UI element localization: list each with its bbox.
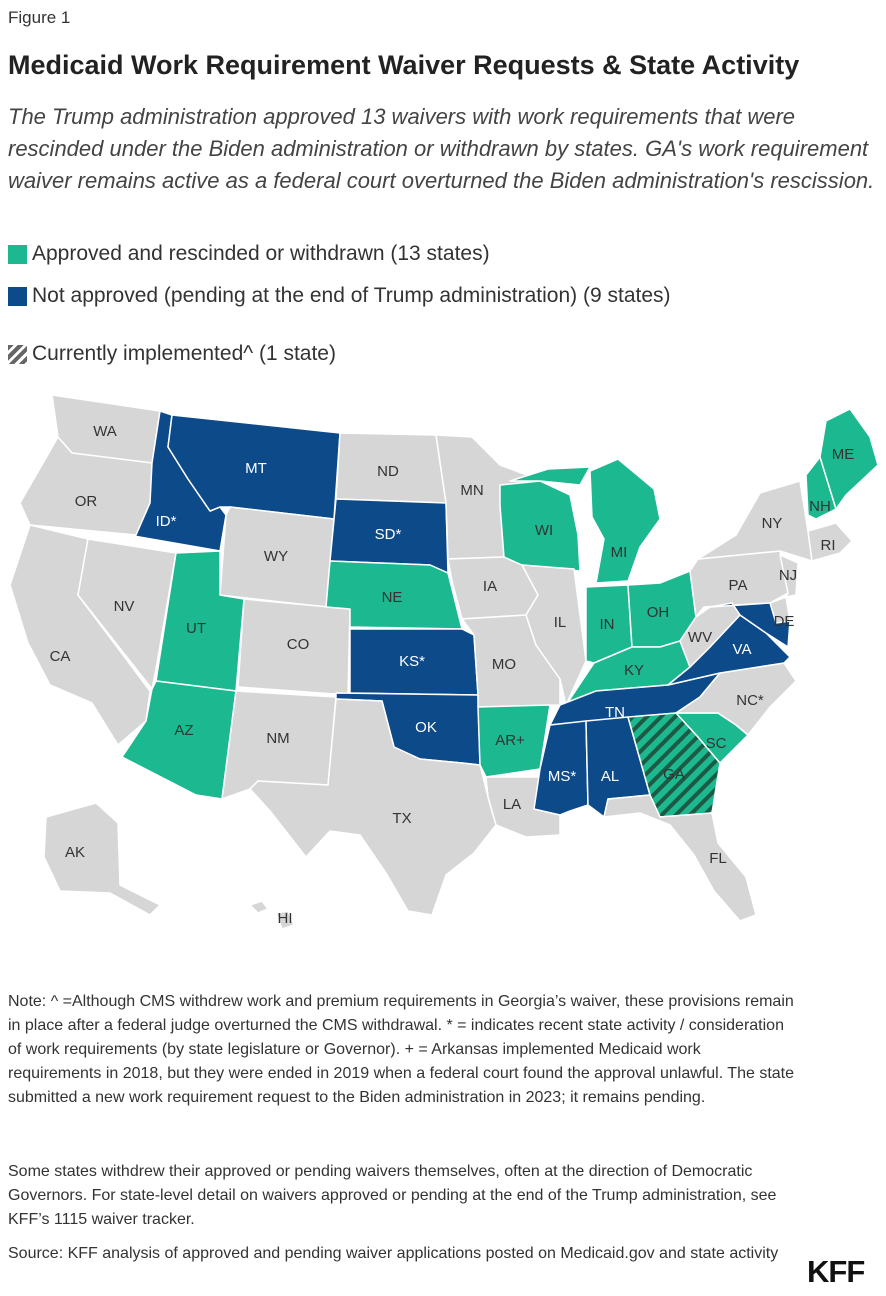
state-label-ne: NE <box>382 589 403 606</box>
state-label-sd: SD* <box>375 526 402 543</box>
state-label-co: CO <box>287 636 310 653</box>
state-nh <box>805 456 837 520</box>
state-label-wy: WY <box>264 548 288 565</box>
state-label-mo: MO <box>492 656 516 673</box>
state-label-de: DE <box>774 613 795 630</box>
state-label-ok: OK <box>415 719 437 736</box>
state-label-nh: NH <box>809 498 831 515</box>
state-label-mn: MN <box>460 482 483 499</box>
state-label-me: ME <box>832 446 855 463</box>
state-label-oh: OH <box>647 604 670 621</box>
state-ny <box>697 480 813 562</box>
state-label-sc: SC <box>706 735 727 752</box>
state-label-nm: NM <box>266 730 289 747</box>
chart-title: Medicaid Work Requirement Waiver Request… <box>8 50 800 80</box>
figure-label: Figure 1 <box>8 8 71 27</box>
legend-item-implemented: Currently implemented^ (1 state) <box>8 342 336 366</box>
state-label-ks: KS* <box>399 653 425 670</box>
legend-item-pending: Not approved (pending at the end of Trum… <box>8 284 671 308</box>
state-label-wi: WI <box>535 522 553 539</box>
legend-label-implemented: Currently implemented^ (1 state) <box>32 342 336 365</box>
source-text: Source: KFF analysis of approved and pen… <box>8 1245 779 1262</box>
state-hi <box>249 900 295 930</box>
state-label-mt: MT <box>245 460 267 477</box>
state-label-ak: AK <box>65 844 85 861</box>
state-tx <box>249 698 497 916</box>
state-label-wv: WV <box>688 629 712 646</box>
legend-swatch-hatch <box>8 344 27 364</box>
chart-subtitle: The Trump administration approved 13 wai… <box>8 104 875 193</box>
state-nv <box>77 538 177 690</box>
state-wi <box>499 480 581 572</box>
state-label-or: OR <box>75 493 98 510</box>
state-label-wa: WA <box>93 423 117 440</box>
note-text: Note: ^ =Although CMS withdrew work and … <box>8 993 794 1106</box>
state-label-ky: KY <box>624 662 644 679</box>
state-label-in: IN <box>600 616 615 633</box>
state-label-va: VA <box>733 641 752 658</box>
state-nc <box>675 662 797 736</box>
state-md <box>709 602 791 648</box>
kff-logo: KFF <box>807 1254 865 1289</box>
state-label-ri: RI <box>821 537 836 554</box>
state-label-nd: ND <box>377 463 399 480</box>
state-ak <box>43 802 161 916</box>
state-label-ar: AR+ <box>495 732 525 749</box>
state-label-fl: FL <box>709 850 727 867</box>
state-label-nc: NC* <box>736 692 764 709</box>
state-label-il: IL <box>554 614 567 631</box>
state-label-nj: NJ <box>779 567 797 584</box>
state-ne <box>325 560 463 630</box>
note-text-2: Some states withdrew their approved or p… <box>8 1163 777 1228</box>
state-label-ny: NY <box>762 515 783 532</box>
state-label-id: ID* <box>156 513 177 530</box>
state-label-tx: TX <box>392 810 411 827</box>
state-label-ms: MS* <box>548 768 577 785</box>
state-me <box>819 408 879 510</box>
state-label-la: LA <box>503 796 521 813</box>
state-label-ut: UT <box>186 620 206 637</box>
legend-label-approved: Approved and rescinded or withdrawn (13 … <box>32 242 490 265</box>
state-label-az: AZ <box>174 722 193 739</box>
state-label-hi: HI <box>278 910 293 927</box>
state-label-ca: CA <box>50 648 71 665</box>
state-il <box>521 564 587 706</box>
legend-label-pending: Not approved (pending at the end of Trum… <box>32 284 671 307</box>
state-label-ga: GA <box>663 766 685 783</box>
state-label-al: AL <box>601 768 619 785</box>
legend-item-approved: Approved and rescinded or withdrawn (13 … <box>8 242 490 266</box>
state-mi <box>509 458 661 584</box>
legend-swatch-blue <box>8 286 27 306</box>
state-label-ia: IA <box>483 578 497 595</box>
state-ri <box>807 522 853 562</box>
state-ar <box>477 704 551 778</box>
state-label-pa: PA <box>729 577 748 594</box>
legend-swatch-green <box>8 244 27 264</box>
state-label-tn: TN <box>605 704 625 721</box>
state-fl <box>603 794 757 922</box>
state-nj <box>779 554 799 598</box>
state-label-nv: NV <box>114 598 135 615</box>
state-label-mi: MI <box>611 544 628 561</box>
us-map: WA OR CA NV ID* MT WY UT AZ CO NM ND SD*… <box>9 394 879 930</box>
